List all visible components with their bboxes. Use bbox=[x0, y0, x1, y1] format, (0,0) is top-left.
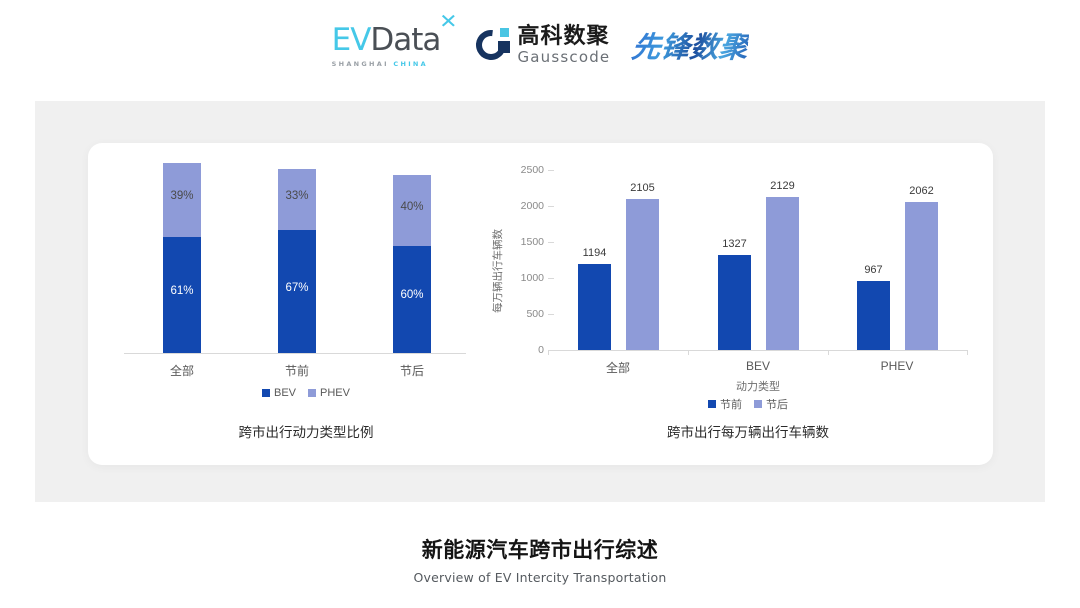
left-chart-caption: 跨市出行动力类型比例 bbox=[238, 425, 374, 440]
evdata-logo: EV Data ✕ SHANGHAI CHINA bbox=[331, 9, 458, 68]
y-tick-label-2000: 2000 bbox=[520, 200, 544, 212]
bar-value-quanbu-jiehou: 2105 bbox=[630, 182, 655, 194]
x-group-label-quanbu: 全部 bbox=[605, 361, 630, 375]
evdata-x-icon: ✕ bbox=[438, 9, 458, 33]
y-tick-label-500: 500 bbox=[526, 308, 544, 320]
legend-item-phev[interactable]: PHEV bbox=[308, 387, 350, 399]
right-chart-caption: 跨市出行每万辆出行车辆数 bbox=[667, 425, 829, 440]
bar-quanbu-jieqian[interactable] bbox=[578, 264, 611, 350]
evdata-ev-text: EV bbox=[331, 22, 372, 58]
x-tick-label-jieqian: 节前 bbox=[284, 364, 309, 378]
xianfeng-logo: 先锋数聚 bbox=[630, 24, 750, 66]
bar-value-bev-jieqian: 1327 bbox=[722, 238, 747, 250]
chart-powertrain-share: 39% 61% 33% 67% 40% bbox=[106, 143, 506, 465]
legend-item-jiehou[interactable]: 节后 bbox=[754, 396, 788, 412]
charts-card: 39% 61% 33% 67% 40% bbox=[88, 143, 993, 465]
bar-value-quanbu-jieqian: 1194 bbox=[582, 247, 607, 259]
bar-phev-jieqian[interactable] bbox=[857, 281, 890, 350]
chart-trips-per-10k: 每万辆出行车辆数 2500 2000 1500 1000 500 0 1194 bbox=[488, 143, 988, 465]
x-group-label-bev: BEV bbox=[745, 359, 770, 373]
bar-segment-phev[interactable]: 40% bbox=[393, 175, 431, 247]
legend-swatch-bev bbox=[262, 389, 270, 397]
y-tick-mark-500 bbox=[548, 314, 554, 315]
y-tick-mark-1000 bbox=[548, 278, 554, 279]
bar-value-phev-jieqian: 967 bbox=[864, 264, 883, 276]
gausscode-wordmark: 高科数聚 Gausscode bbox=[517, 23, 611, 66]
legend-item-jieqian[interactable]: 节前 bbox=[708, 396, 742, 412]
x-group-label-phev: PHEV bbox=[880, 359, 914, 373]
y-tick-mark-2500 bbox=[548, 170, 554, 171]
legend-swatch-jieqian bbox=[708, 400, 716, 408]
page-subtitle: Overview of EV Intercity Transportation bbox=[413, 570, 667, 585]
evdata-wordmark: EV Data ✕ bbox=[331, 9, 458, 58]
page-title: 新能源汽车跨市出行综述 bbox=[421, 538, 659, 562]
left-chart-legend: BEV PHEV bbox=[106, 387, 506, 399]
legend-item-bev[interactable]: BEV bbox=[262, 387, 296, 399]
evdata-country-text: CHINA bbox=[393, 60, 429, 68]
x-tick-label-quanbu: 全部 bbox=[169, 364, 194, 378]
bar-segment-bev[interactable]: 60% bbox=[393, 246, 431, 353]
bar-phev-jiehou[interactable] bbox=[905, 202, 938, 350]
bar-group-quanbu[interactable]: 39% 61% bbox=[163, 163, 201, 353]
x-tick-mark-start bbox=[548, 350, 549, 355]
legend-label-phev: PHEV bbox=[320, 387, 350, 399]
legend-swatch-phev bbox=[308, 389, 317, 397]
legend-label-jieqian: 节前 bbox=[720, 399, 742, 411]
gausscode-en-text: Gausscode bbox=[517, 47, 611, 66]
bar-segment-bev[interactable]: 61% bbox=[163, 237, 201, 353]
bar-segment-phev[interactable]: 33% bbox=[278, 169, 316, 230]
y-tick-mark-1500 bbox=[548, 242, 554, 243]
bar-group-jiehou[interactable]: 40% 60% bbox=[393, 175, 431, 353]
gausscode-mark-icon bbox=[470, 23, 513, 67]
bar-bev-jieqian[interactable] bbox=[718, 255, 751, 350]
gausscode-logo: 高科数聚 Gausscode bbox=[470, 23, 611, 67]
evdata-subtitle: SHANGHAI CHINA bbox=[332, 60, 428, 68]
evdata-data-text: Data bbox=[370, 22, 441, 58]
evdata-city-text: SHANGHAI bbox=[331, 60, 389, 68]
right-chart-x-axis-title: 动力类型 bbox=[736, 381, 780, 393]
x-tick-mark-1 bbox=[688, 350, 689, 355]
bar-group-jieqian[interactable]: 33% 67% bbox=[278, 169, 316, 353]
x-tick-mark-2 bbox=[828, 350, 829, 355]
x-tick-label-jiehou: 节后 bbox=[399, 364, 424, 378]
bar-value-bev-jiehou: 2129 bbox=[770, 180, 795, 192]
bar-segment-bev[interactable]: 67% bbox=[278, 229, 316, 353]
legend-swatch-jiehou bbox=[754, 400, 762, 408]
x-tick-mark-end bbox=[967, 350, 968, 355]
left-chart-x-axis bbox=[124, 353, 466, 354]
y-tick-label-0: 0 bbox=[538, 344, 544, 356]
bar-bev-jiehou[interactable] bbox=[766, 197, 799, 350]
gausscode-cn-text: 高科数聚 bbox=[517, 23, 610, 49]
bar-segment-phev[interactable]: 39% bbox=[163, 163, 201, 238]
legend-label-jiehou: 节后 bbox=[766, 399, 788, 411]
right-chart-x-axis bbox=[548, 350, 968, 351]
y-tick-label-1000: 1000 bbox=[520, 272, 544, 284]
logo-bar: EV Data ✕ SHANGHAI CHINA 高科数聚 Gausscode … bbox=[0, 9, 1080, 68]
bar-value-phev-jiehou: 2062 bbox=[909, 185, 934, 197]
legend-label-bev: BEV bbox=[274, 387, 297, 399]
y-tick-label-1500: 1500 bbox=[520, 236, 544, 248]
y-tick-mark-2000 bbox=[548, 206, 554, 207]
right-chart-legend: 节前 节后 bbox=[518, 396, 978, 412]
footer-titles: 新能源汽车跨市出行综述 Overview of EV Intercity Tra… bbox=[0, 534, 1080, 585]
y-tick-label-2500: 2500 bbox=[520, 164, 544, 176]
bar-quanbu-jiehou[interactable] bbox=[626, 199, 659, 350]
